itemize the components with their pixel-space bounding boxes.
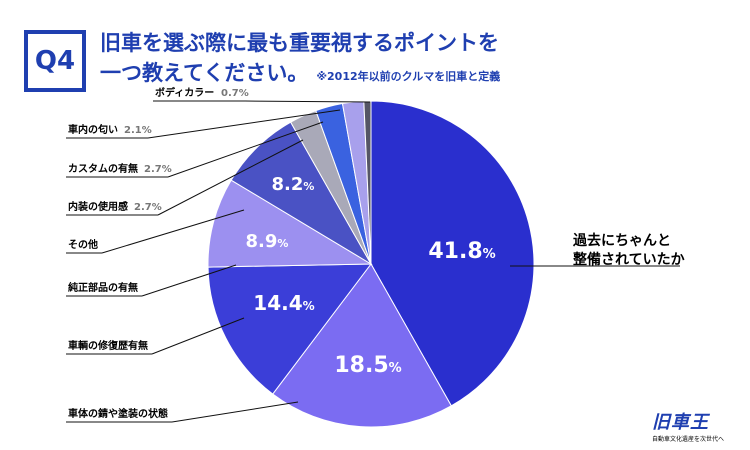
pie-slice xyxy=(363,100,372,265)
leader-line xyxy=(141,264,237,297)
category-label: 車内の匂い xyxy=(68,123,118,136)
category-label: その他 xyxy=(68,238,98,251)
category-label: 過去にちゃんと xyxy=(572,232,671,249)
slice-value-label: 8.9% xyxy=(246,231,289,252)
pie-slice xyxy=(370,100,535,407)
category-label: カスタムの有無 xyxy=(68,162,138,175)
leader-line xyxy=(244,100,371,103)
leader-line xyxy=(151,317,245,355)
pie-slice xyxy=(207,179,373,268)
category-label: 車輌の修復歴有無 xyxy=(68,339,148,352)
category-label: 車体の錆や塗装の状態 xyxy=(68,407,168,420)
question-badge: Q4 xyxy=(24,30,86,92)
category-label: ボディカラー xyxy=(155,86,214,99)
category-label: 内装の使用感 xyxy=(68,200,128,213)
leader-line xyxy=(167,121,324,178)
slice-value-label: 8.2% xyxy=(272,174,315,195)
leader-line xyxy=(101,209,245,254)
slice-value-label: 2.1% xyxy=(124,125,152,136)
pie-slice xyxy=(207,263,373,395)
leader-line xyxy=(147,109,341,139)
category-label: 純正部品の有無 xyxy=(68,281,138,294)
leader-line xyxy=(171,401,299,423)
leader-line xyxy=(157,139,304,216)
slice-value-label: 2.7% xyxy=(144,164,172,175)
category-label: 整備されていたか xyxy=(572,251,685,268)
title-line-1: 旧車を選ぶ際に最も重要視するポイントを xyxy=(100,31,499,55)
title-note: ※2012年以前のクルマを旧車と定義 xyxy=(316,70,501,83)
slice-value-label: 2.7% xyxy=(134,202,162,213)
title-line-2: 一つ教えてください。 xyxy=(100,61,309,85)
logo-mark: 旧車王 xyxy=(652,412,709,433)
page-title: 旧車を選ぶ際に最も重要視するポイントを 一つ教えてください。 ※2012年以前の… xyxy=(100,28,500,92)
slice-value-label: 0.7% xyxy=(221,88,249,99)
brand-logo: 旧車王 自動車文化遺産を次世代へ xyxy=(652,408,724,443)
logo-tagline: 自動車文化遺産を次世代へ xyxy=(652,436,725,443)
